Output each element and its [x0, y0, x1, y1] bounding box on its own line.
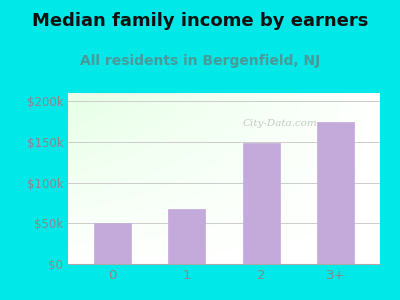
Text: Median family income by earners: Median family income by earners [32, 12, 368, 30]
Text: City-Data.com: City-Data.com [243, 119, 318, 128]
Bar [317, 122, 354, 264]
Bar [94, 223, 131, 264]
Text: All residents in Bergenfield, NJ: All residents in Bergenfield, NJ [80, 54, 320, 68]
Bar [242, 143, 280, 264]
Bar [168, 209, 206, 264]
